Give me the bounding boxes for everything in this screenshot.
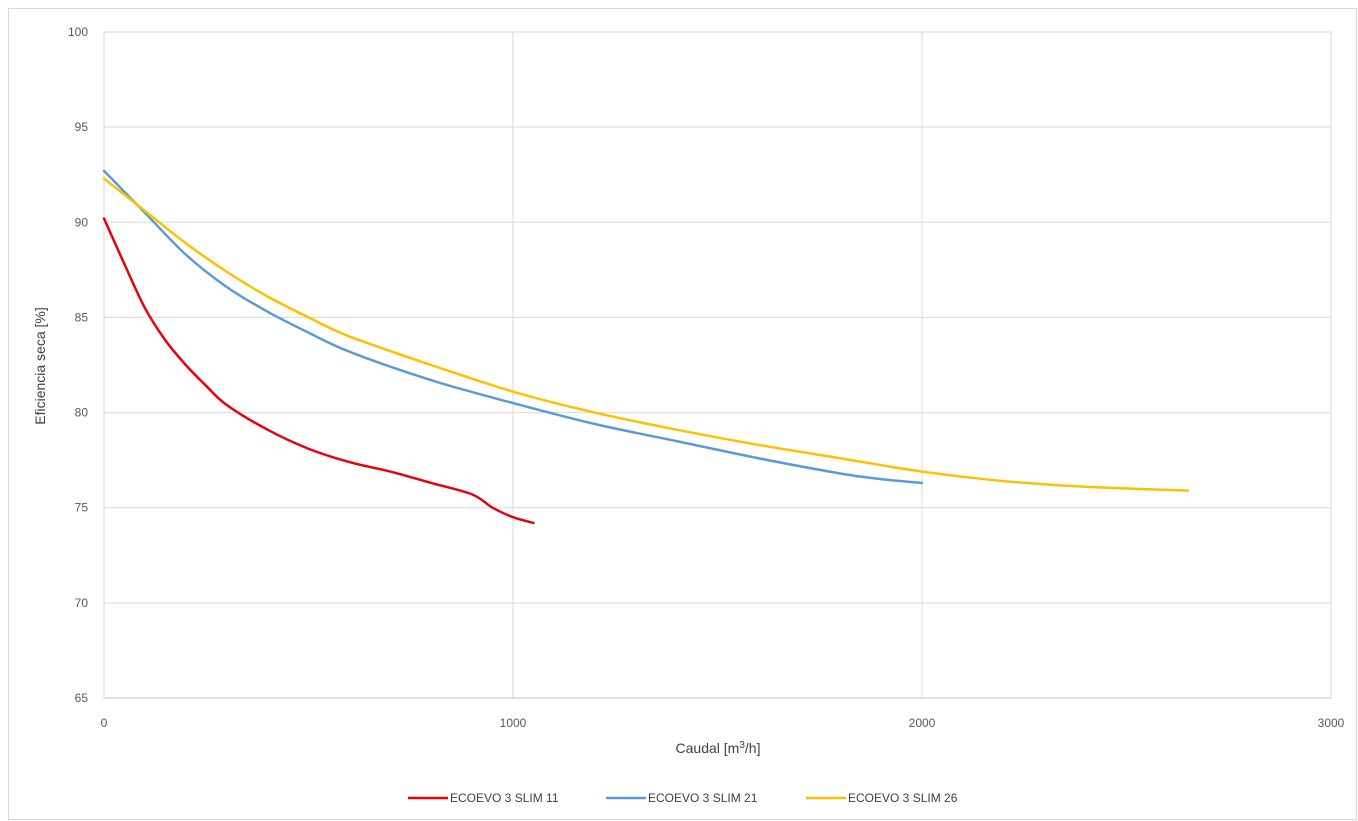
y-tick-label: 75 [75, 501, 89, 515]
grid-lines [103, 31, 1332, 699]
legend-label: ECOEVO 3 SLIM 11 [450, 791, 559, 805]
series-line-2 [102, 169, 924, 485]
y-axis-title: Eficiencia seca [%] [32, 307, 48, 425]
chart-frame [8, 8, 1357, 820]
legend-label: ECOEVO 3 SLIM 21 [648, 791, 758, 805]
x-tick-label: 3000 [1318, 716, 1345, 730]
y-tick-label: 65 [75, 691, 89, 705]
y-tick-label: 90 [75, 215, 89, 229]
x-axis-title-suffix: /h] [745, 740, 761, 756]
series-line-3 [102, 177, 1190, 492]
y-tick-label: 95 [75, 120, 89, 134]
y-tick-labels: 65 70 75 80 85 90 95 100 [68, 25, 88, 705]
legend-label: ECOEVO 3 SLIM 26 [848, 791, 958, 805]
y-tick-label: 100 [68, 25, 88, 39]
x-axis-title-prefix: Caudal [m [676, 740, 740, 756]
y-tick-label: 85 [75, 310, 89, 324]
x-tick-label: 1000 [500, 716, 527, 730]
x-axis-title: Caudal [m3/h] [676, 740, 761, 756]
x-tick-labels: 0 1000 2000 3000 [101, 716, 1345, 730]
legend: ECOEVO 3 SLIM 11 ECOEVO 3 SLIM 21 ECOEVO 3… [408, 791, 958, 805]
series-line-1 [102, 217, 535, 525]
series-lines [102, 169, 1190, 525]
y-tick-label: 70 [75, 596, 89, 610]
x-axis-title-superscript: 3 [739, 740, 745, 751]
x-tick-label: 2000 [909, 716, 936, 730]
y-tick-label: 80 [75, 406, 89, 420]
x-tick-label: 0 [101, 716, 108, 730]
